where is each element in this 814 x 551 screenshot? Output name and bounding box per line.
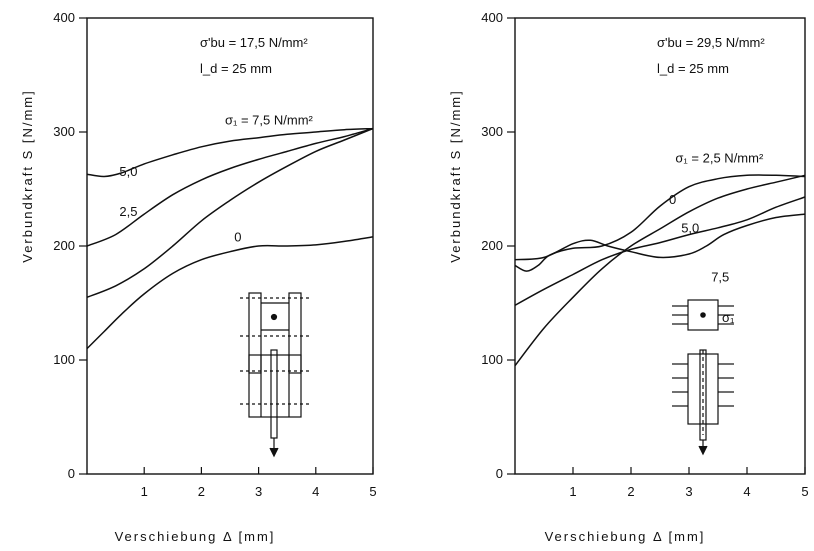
series-label: 7,5: [711, 269, 729, 284]
y-axis-label: Verbundkraft S [N/mm]: [448, 89, 463, 263]
y-tick-label: 400: [53, 10, 75, 25]
series-label: 0: [669, 192, 676, 207]
chart-right: 0 100 200 300 400 1 2 3 4 5 Verschiebung Δ [mm] Ver…: [448, 10, 809, 544]
right-specimen-icon: [672, 299, 734, 456]
y-tick-label: 400: [481, 10, 503, 25]
right-sigma-bu-annotation: σ'bu = 29,5 N/mm²: [657, 35, 765, 50]
y-tick-label: 100: [53, 352, 75, 367]
x-tick-label: 1: [141, 484, 148, 499]
x-tick-label: 2: [627, 484, 634, 499]
series-label: 5,0: [119, 164, 137, 179]
series-label: σ₁ = 7,5 N/mm²: [225, 112, 314, 127]
y-axis-label: Verbundkraft S [N/mm]: [20, 89, 35, 263]
y-tick-label: 200: [53, 238, 75, 253]
left-specimen-icon: [240, 292, 310, 458]
series-line: [86, 236, 374, 350]
series-label: 5,0: [681, 220, 699, 235]
series-label: 0: [234, 230, 241, 245]
y-tick-label: 100: [481, 352, 503, 367]
y-tick-label: 300: [53, 124, 75, 139]
x-tick-label: 1: [569, 484, 576, 499]
x-tick-label: 2: [198, 484, 205, 499]
y-tick-label: 200: [481, 238, 503, 253]
right-annotations: σ'bu = 29,5 N/mm² l_d = 25 mm σ₁: [657, 35, 765, 325]
right-ld-annotation: l_d = 25 mm: [657, 61, 729, 76]
plot-frame: [86, 17, 374, 475]
y-tick-label: 0: [496, 466, 503, 481]
x-tick-label: 3: [685, 484, 692, 499]
right-sigma-l-annotation: σ₁: [722, 310, 735, 325]
series-label: 2,5: [119, 204, 137, 219]
left-sigma-bu-annotation: σ'bu = 17,5 N/mm²: [200, 35, 308, 50]
series-line: [514, 174, 806, 367]
x-axis-label: Verschiebung Δ [mm]: [545, 529, 706, 544]
y-tick-label: 0: [68, 466, 75, 481]
x-axis-label: Verschiebung Δ [mm]: [115, 529, 276, 544]
x-tick-label: 5: [801, 484, 808, 499]
series-line: [514, 196, 806, 306]
chart-left: 0 100 200 300 400 1 2 3 4 5 Verschiebung Δ [mm] Ver…: [20, 10, 377, 544]
plot-frame: [514, 17, 806, 475]
x-tick-label: 4: [312, 484, 319, 499]
y-tick-label: 300: [481, 124, 503, 139]
series-line: [86, 127, 374, 178]
series-line: [514, 213, 806, 261]
left-annotations: σ'bu = 17,5 N/mm² l_d = 25 mm: [200, 35, 308, 76]
x-tick-label: 3: [255, 484, 262, 499]
left-ld-annotation: l_d = 25 mm: [200, 61, 272, 76]
series-line: [86, 127, 374, 247]
series-label: σ₁ = 2,5 N/mm²: [675, 150, 764, 165]
x-tick-label: 4: [743, 484, 750, 499]
series-line: [86, 127, 374, 298]
series-line: [514, 174, 806, 272]
x-tick-label: 5: [369, 484, 376, 499]
